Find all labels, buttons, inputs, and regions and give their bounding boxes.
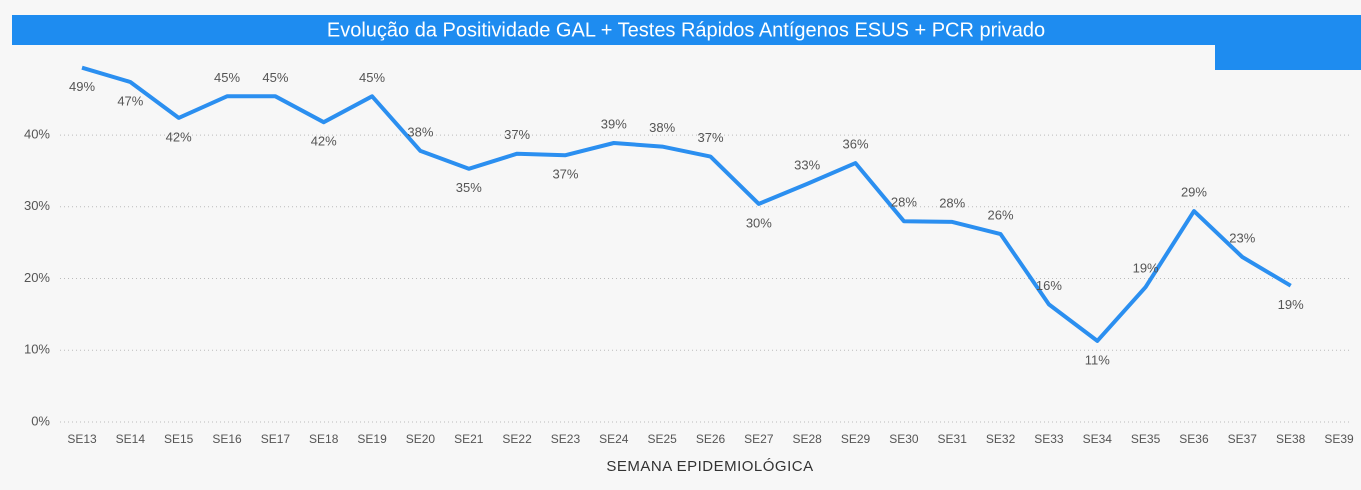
- x-tick-label: SE22: [502, 432, 532, 446]
- data-label: 45%: [359, 70, 385, 85]
- y-tick-label: 0%: [31, 413, 50, 428]
- x-tick-label: SE38: [1276, 432, 1306, 446]
- x-tick-label: SE14: [116, 432, 146, 446]
- data-label: 38%: [649, 120, 675, 135]
- x-tick-label: SE35: [1131, 432, 1161, 446]
- x-tick-label: SE25: [647, 432, 677, 446]
- x-tick-label: SE27: [744, 432, 774, 446]
- chart-title: Evolução da Positividade GAL + Testes Rá…: [327, 19, 1045, 41]
- x-tick-label: SE31: [938, 432, 968, 446]
- data-label: 42%: [166, 129, 192, 144]
- data-label: 33%: [794, 157, 820, 172]
- data-label: 49%: [69, 79, 95, 94]
- line-series: [81, 65, 1292, 343]
- data-label: 28%: [939, 195, 965, 210]
- data-label: 37%: [504, 127, 530, 142]
- x-tick-label: SE32: [986, 432, 1016, 446]
- data-label: 16%: [1036, 278, 1062, 293]
- data-label: 19%: [1278, 297, 1304, 312]
- x-tick-label: SE33: [1034, 432, 1064, 446]
- title-bar: [12, 15, 1361, 45]
- x-tick-label: SE15: [164, 432, 194, 446]
- x-tick-label: SE29: [841, 432, 871, 446]
- x-tick-label: SE19: [357, 432, 387, 446]
- title-bar-tab: [1215, 45, 1361, 70]
- x-tick-label: SE17: [261, 432, 291, 446]
- x-tick-label: SE39: [1324, 432, 1354, 446]
- x-tick-label: SE24: [599, 432, 629, 446]
- data-label: 47%: [117, 93, 143, 108]
- x-tick-label: SE21: [454, 432, 484, 446]
- data-label: 11%: [1085, 352, 1110, 367]
- y-tick-label: 20%: [24, 270, 50, 285]
- x-tick-label: SE36: [1179, 432, 1209, 446]
- data-label: 30%: [746, 215, 772, 230]
- x-tick-label: SE23: [551, 432, 581, 446]
- data-label: 37%: [697, 130, 723, 145]
- x-tick-label: SE26: [696, 432, 726, 446]
- data-label: 26%: [988, 208, 1014, 223]
- data-label: 45%: [214, 70, 240, 85]
- data-label: 28%: [891, 195, 917, 210]
- y-tick-label: 30%: [24, 198, 50, 213]
- x-tick-label: SE16: [212, 432, 242, 446]
- y-tick-label: 40%: [24, 127, 50, 142]
- data-label: 29%: [1181, 185, 1207, 200]
- x-tick-label: SE34: [1083, 432, 1113, 446]
- data-label: 38%: [407, 124, 433, 139]
- data-label: 39%: [601, 116, 627, 131]
- x-axis-title: SEMANA EPIDEMIOLÓGICA: [606, 458, 813, 475]
- data-label: 36%: [843, 136, 869, 151]
- data-label: 37%: [552, 167, 578, 182]
- x-tick-label: SE30: [889, 432, 919, 446]
- x-tick-label: SE13: [67, 432, 97, 446]
- data-label: 42%: [311, 134, 337, 149]
- x-tick-label: SE28: [793, 432, 823, 446]
- x-tick-label: SE20: [406, 432, 436, 446]
- x-tick-label: SE18: [309, 432, 339, 446]
- data-label: 23%: [1229, 230, 1255, 245]
- y-tick-label: 10%: [24, 342, 50, 357]
- x-tick-label: SE37: [1228, 432, 1258, 446]
- data-label: 45%: [262, 70, 288, 85]
- data-label: 19%: [1133, 261, 1159, 276]
- data-label: 35%: [456, 180, 482, 195]
